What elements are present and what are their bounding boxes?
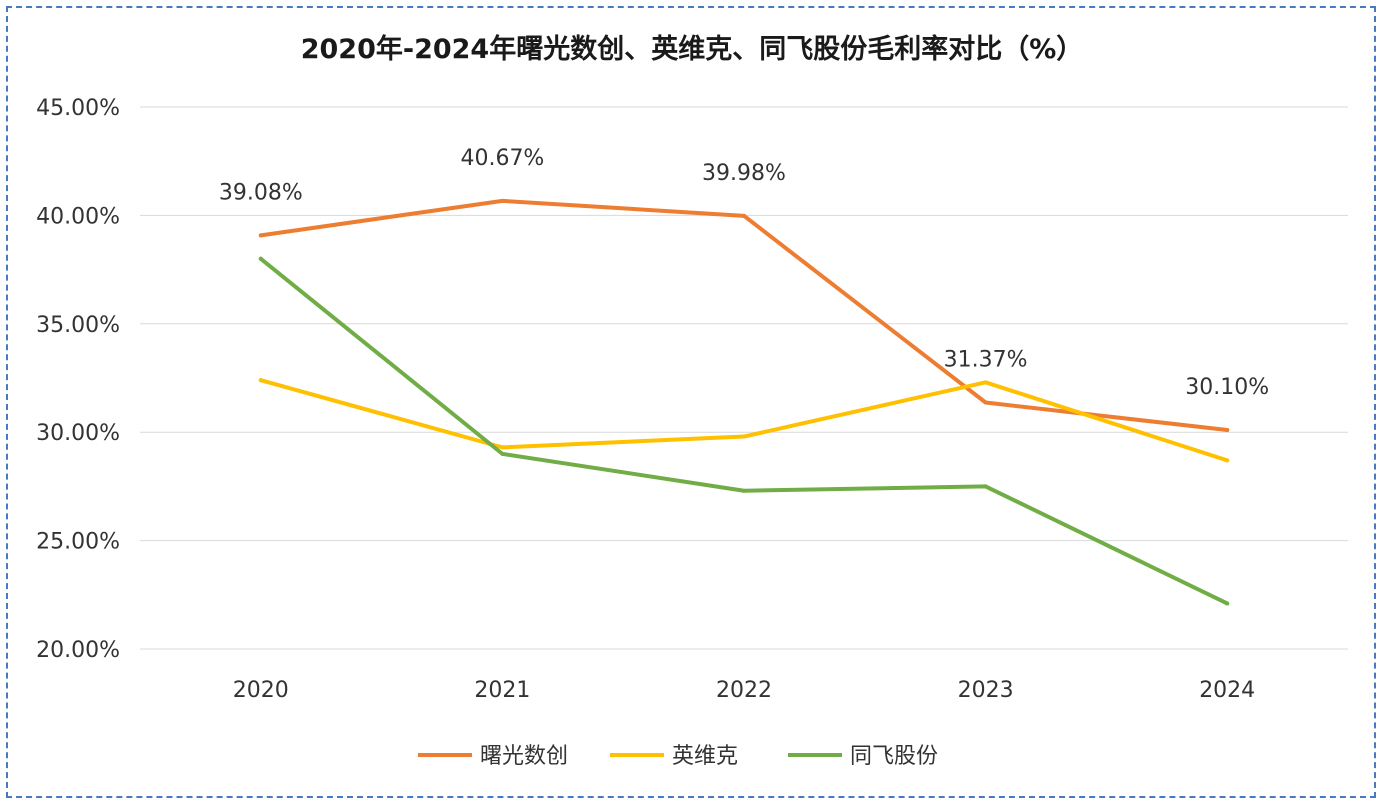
data-label: 39.98% xyxy=(702,161,786,186)
data-point xyxy=(983,484,988,489)
x-axis: 2020 2021 2022 2023 2024 xyxy=(233,678,1255,703)
x-tick-label: 2020 xyxy=(233,678,289,703)
data-point xyxy=(500,445,505,450)
series-line xyxy=(258,256,1230,606)
legend: 曙光数创 英维克 同飞股份 xyxy=(418,744,938,769)
series-line xyxy=(258,378,1230,463)
data-label: 30.10% xyxy=(1185,375,1269,400)
data-point xyxy=(258,378,263,383)
y-tick-label: 20.00% xyxy=(36,638,120,663)
data-point xyxy=(1225,458,1230,463)
gridlines xyxy=(140,106,1348,650)
data-point xyxy=(500,451,505,456)
chart-frame xyxy=(6,6,1376,798)
series-line xyxy=(258,198,1230,433)
chart-title: 2020年-2024年曙光数创、英维克、同飞股份毛利率对比（%） xyxy=(301,33,1084,65)
y-tick-label: 25.00% xyxy=(36,530,120,555)
data-point xyxy=(742,488,746,493)
data-point xyxy=(983,400,988,405)
data-label: 31.37% xyxy=(944,347,1028,372)
data-point xyxy=(1225,601,1230,606)
data-point xyxy=(983,380,988,385)
x-tick-label: 2023 xyxy=(958,678,1014,703)
x-tick-label: 2021 xyxy=(474,678,530,703)
legend-label: 曙光数创 xyxy=(480,744,568,769)
y-tick-label: 35.00% xyxy=(36,313,120,338)
y-axis: 20.00% 25.00% 30.00% 35.00% 40.00% 45.00% xyxy=(36,96,120,663)
data-point xyxy=(1225,428,1230,433)
data-label: 40.67% xyxy=(460,146,544,171)
y-tick-label: 30.00% xyxy=(36,421,120,446)
y-tick-label: 45.00% xyxy=(36,96,120,121)
series-lines xyxy=(258,198,1230,606)
x-tick-label: 2022 xyxy=(716,678,772,703)
y-tick-label: 40.00% xyxy=(36,204,120,229)
data-label: 39.08% xyxy=(219,180,303,205)
legend-label: 同飞股份 xyxy=(850,744,938,769)
data-labels: 39.08% 40.67% 39.98% 31.37% 30.10% xyxy=(219,146,1269,400)
data-point xyxy=(742,434,746,439)
legend-label: 英维克 xyxy=(672,744,738,769)
data-point xyxy=(742,213,746,218)
data-point xyxy=(258,233,263,238)
data-point xyxy=(500,198,505,203)
x-tick-label: 2024 xyxy=(1199,678,1255,703)
data-point xyxy=(258,256,263,261)
